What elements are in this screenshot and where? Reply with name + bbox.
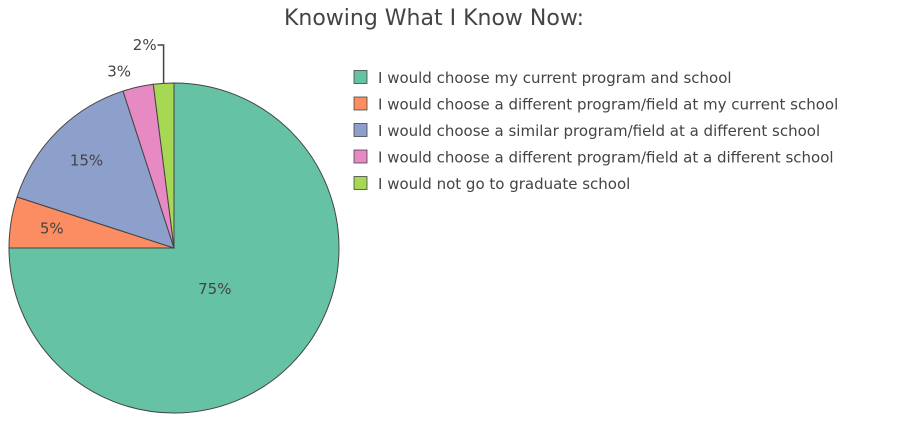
pie-slice-1 [8, 82, 340, 414]
slice-label-1: 75% [198, 280, 231, 298]
legend-swatch-5 [353, 176, 368, 190]
pie-slice-3 [16, 90, 175, 249]
legend-entry-5: I would not go to graduate school [378, 175, 630, 193]
pie-slice-labels: 75% 5% 15% 3%2% [40, 36, 232, 298]
legend-swatch-3 [353, 123, 368, 137]
leader-line-5 [157, 44, 165, 84]
legend-entry-3: I would choose a similar program/field a… [378, 122, 820, 140]
legend-entry-2: I would choose a different program/field… [378, 96, 838, 114]
pie-slice-5 [152, 82, 175, 249]
legend-swatch-2 [353, 96, 368, 111]
pie-slices [8, 82, 340, 414]
legend-entry-4: I would choose a different program/field… [378, 149, 834, 167]
legend-swatch-4 [353, 149, 368, 164]
slice-label-3: 15% [70, 152, 103, 170]
legend-entry-1: I would choose my current program and sc… [378, 69, 732, 87]
chart-title: Knowing What I Know Now: [284, 6, 584, 31]
slice-label-5: 2% [133, 36, 157, 54]
legend-swatch-1 [353, 70, 368, 84]
slice-label-4: 3% [107, 62, 131, 80]
slice-label-2: 5% [40, 220, 64, 238]
legend: I would choose my current program and sc… [353, 69, 838, 193]
